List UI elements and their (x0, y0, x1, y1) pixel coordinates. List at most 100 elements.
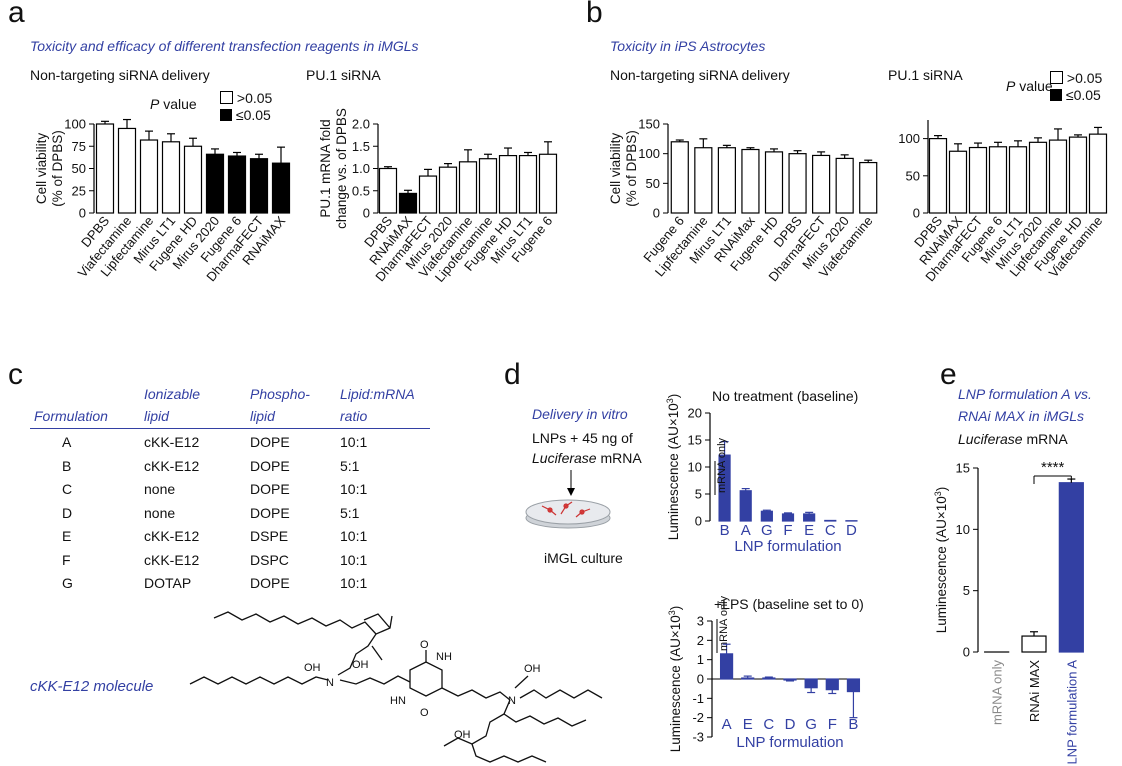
bar-a_right (478, 158, 498, 214)
table-cell-f: D (62, 504, 73, 521)
sig-label-b: ≤0.05 (1065, 87, 1101, 103)
x-label-d_bottom: LNP formulation (736, 734, 843, 751)
bar-d_bottom (783, 678, 797, 681)
bar-a_right (418, 175, 438, 214)
bar-b_left (717, 147, 736, 214)
x-tick-label-d_bottom: B (848, 716, 858, 733)
lnp-dose-label: LNPs + 45 ng of (532, 430, 633, 446)
cells-icon (541, 501, 591, 518)
y-tick-label-d_top: 5 (695, 487, 702, 502)
bar-a_left (271, 162, 291, 214)
bar-a_right (398, 192, 418, 214)
y-label-2-a_left: (% of DPBS) (50, 130, 65, 207)
caption-e-3: Luciferase mRNA (958, 431, 1068, 447)
y-tick-label-d_bottom: 1 (697, 652, 704, 667)
delivery-label: Delivery in vitro (532, 406, 628, 422)
table-cell-ph: DOPE (250, 434, 290, 450)
bar-d_bottom (846, 678, 861, 693)
delivery-word: Delivery (532, 406, 583, 422)
y-tick-label-d_top: 20 (688, 406, 702, 421)
bar-a_right (438, 166, 458, 214)
y-tick-label-b_left: 100 (638, 146, 660, 161)
table-cell-f: B (62, 457, 72, 474)
y-tick-label-a_right: 2.0 (352, 117, 370, 132)
panel-label-b: b (586, 0, 603, 29)
bar-b_left (788, 153, 807, 214)
y-tick-label-a_right: 1.0 (352, 161, 370, 176)
y-tick-label-b_left: 0 (653, 206, 660, 221)
bar-d_bottom (825, 678, 839, 691)
y-label-d_bottom: Luminescence (AU×103) (667, 606, 683, 752)
table-cell-ph: DOPE (250, 575, 290, 591)
in-vitro-word: in vitro (586, 406, 628, 422)
bar-a_left (227, 155, 247, 214)
bar-a_right (498, 154, 518, 214)
x-tick-label-d_top: D (846, 522, 857, 539)
table-cell-f: A (62, 434, 72, 450)
ns-label-b: >0.05 (1066, 70, 1103, 86)
chart-title-d_bottom: +LPS (baseline set to 0) (714, 596, 864, 612)
x-tick-label-d_top: G (761, 522, 773, 539)
sig-label: ≤0.05 (235, 107, 271, 123)
atom-oh-1: OH (304, 662, 321, 674)
subtitle-a-right: PU.1 siRNA (306, 67, 381, 83)
bar-a_right (458, 161, 478, 214)
chart-a_left: 0255075100DPBSViafectamineLipfectamineMi… (34, 117, 291, 284)
y-tick-label-d_bottom: -1 (692, 691, 704, 706)
table-cell-ion: cKK-E12 (144, 434, 200, 450)
bar-b_right (1028, 141, 1048, 214)
pvalue-legend-b: P value (1006, 78, 1053, 94)
bar-b_left (741, 148, 760, 214)
bar-d_top (824, 519, 837, 522)
atom-n-right: N (508, 695, 516, 707)
x-label-d_top: LNP formulation (734, 538, 841, 555)
bar-b_right (968, 146, 988, 214)
table-cell-ion: cKK-E12 (144, 457, 200, 474)
molecule-caption: cKK-E12 molecule (30, 678, 154, 695)
y-tick-label-a_right: 1.5 (352, 139, 370, 154)
sig-swatch-b (1050, 89, 1062, 101)
pvalue-gt-a: >0.05 (220, 90, 272, 106)
cKK-E12-molecule-drawing (189, 611, 603, 763)
molecule-atom-labels: N OH OH O NH HN O N OH OH (304, 639, 541, 741)
ns-swatch (220, 91, 233, 104)
bar-d_bottom (741, 677, 755, 680)
x-tick-label-d_top: C (825, 522, 836, 539)
table-header-rule (30, 428, 430, 429)
mrna-word: mRNA (600, 450, 642, 466)
bar-e (1058, 482, 1084, 653)
y-tick-label-d_top: 10 (688, 460, 702, 475)
bar-b_right (988, 146, 1008, 214)
table-cell-r: 10:1 (340, 551, 368, 568)
bar-b_left (835, 157, 854, 214)
atom-o-1: O (420, 639, 429, 651)
bar-d_top (803, 513, 816, 522)
y-tick-label-a_left: 25 (72, 183, 86, 198)
bar-a_left (205, 153, 225, 214)
ns-swatch-b (1050, 71, 1063, 84)
pvalue-p: P (150, 96, 160, 112)
y-tick-label-a_left: 50 (72, 161, 86, 176)
header-phospho-1: Phospho- (250, 386, 310, 402)
table-cell-ion: cKK-E12 (144, 528, 200, 544)
x-tick-label-d_bottom: A (722, 716, 732, 733)
y-tick-label-e: 5 (963, 583, 970, 598)
baseline-label-d_top: mRNA only (716, 437, 728, 493)
bar-b_right (928, 138, 948, 214)
caption-e-2: RNAi MAX in iMGLs (958, 408, 1085, 424)
subtitle-a-left: Non-targeting siRNA delivery (30, 67, 210, 83)
bar-b_right (1068, 136, 1088, 214)
luciferase-mrna-label: Luciferase mRNA (532, 450, 642, 466)
culture-label: iMGL culture (544, 550, 623, 566)
y-label-2-b_left: (% of DPBS) (624, 130, 639, 207)
y-tick-label-a_left: 0 (79, 206, 86, 221)
x-tick-label-d_top: A (741, 522, 751, 539)
mrna-word-e: mRNA (1026, 431, 1068, 447)
bar-a_left (139, 139, 159, 214)
table-cell-f: E (62, 528, 72, 544)
table-cell-f: G (62, 575, 73, 591)
y-label-e: Luminescence (AU×103) (933, 487, 949, 633)
y-tick-label-b_left: 50 (646, 176, 660, 191)
